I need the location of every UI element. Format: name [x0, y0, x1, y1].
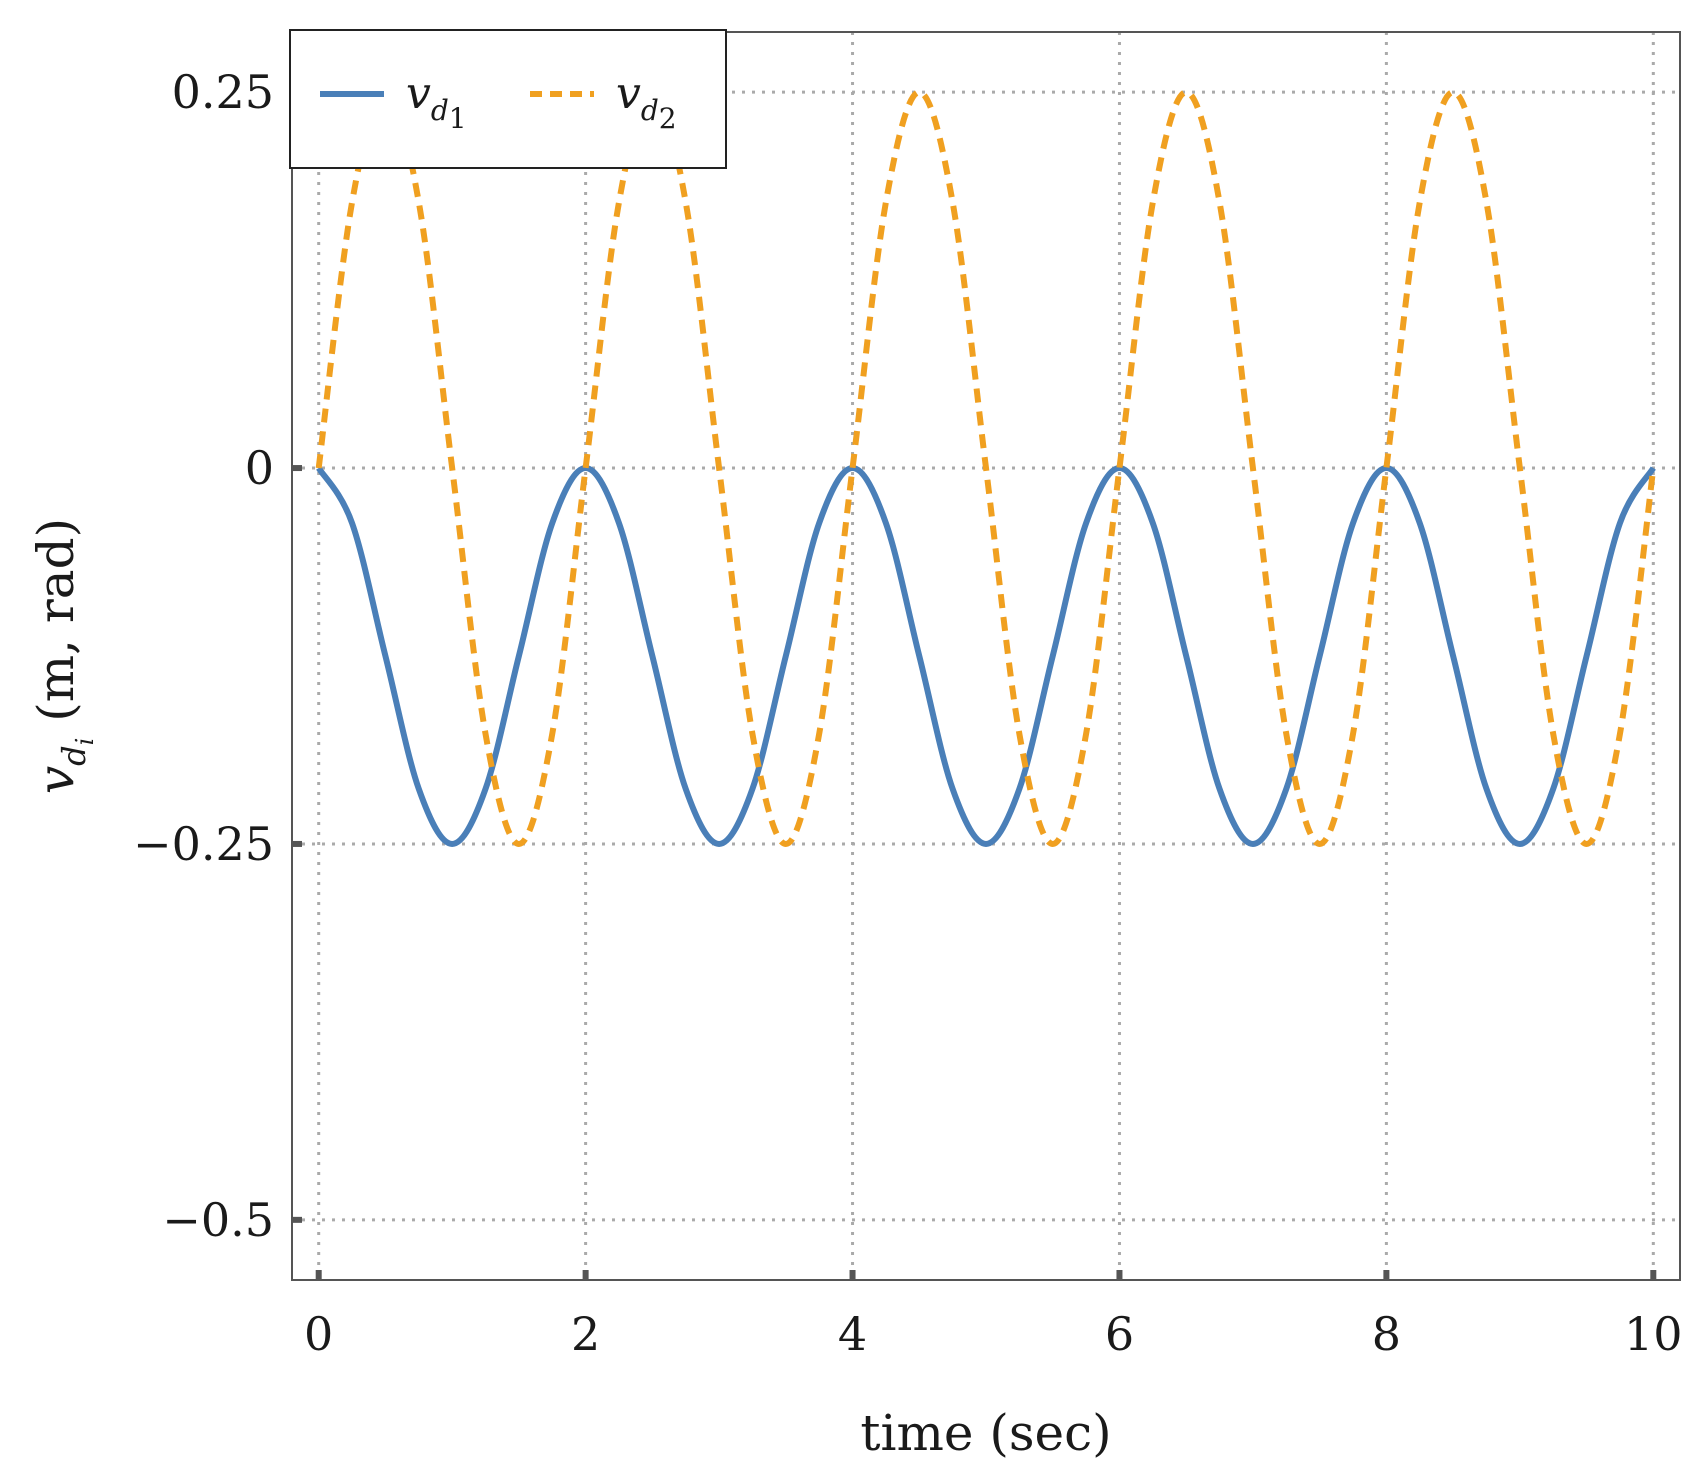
y-axis-label: vdi (m, rad)	[27, 518, 99, 794]
y-tick-label: −0.5	[162, 1193, 274, 1247]
legend-box	[289, 29, 727, 169]
y-tick-label: −0.25	[133, 817, 274, 871]
x-tick-label: 2	[571, 1307, 600, 1361]
y-tick-label: 0	[245, 441, 274, 495]
y-tick-label: 0.25	[172, 65, 274, 119]
ticks: 0 2 4 6 8 10 0.25 0 −0.25 −0.5	[133, 65, 1683, 1361]
series-group	[315, 89, 1657, 847]
x-tick-label: 10	[1624, 1307, 1683, 1361]
grid	[292, 32, 1680, 1280]
x-tick-label: 8	[1372, 1307, 1401, 1361]
series-line-1	[316, 465, 1656, 847]
legend: vd1 vd2	[289, 29, 727, 169]
x-tick-label: 0	[304, 1307, 333, 1361]
x-axis-label: time (sec)	[860, 1404, 1111, 1462]
legend-label-1: vd1	[406, 68, 467, 135]
x-tick-label: 4	[838, 1307, 867, 1361]
legend-label-2: vd2	[616, 68, 677, 135]
plot-frame	[291, 31, 1681, 1281]
x-tick-label: 6	[1105, 1307, 1134, 1361]
series-line-2	[315, 89, 1657, 847]
